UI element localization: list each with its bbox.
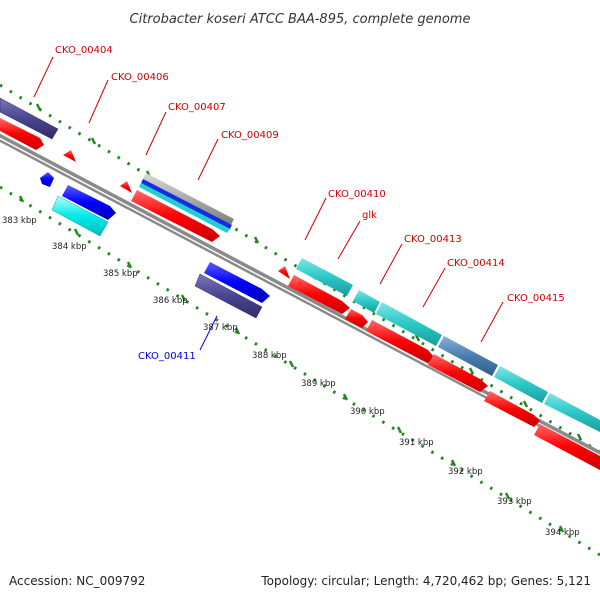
cds-arrow[interactable] <box>366 320 434 363</box>
gene-label-cko-00406[interactable]: CKO_00406 <box>111 72 169 83</box>
gene-label-cko-00415[interactable]: CKO_00415 <box>507 293 565 304</box>
cds-arrow[interactable] <box>484 391 540 427</box>
gene-bar[interactable] <box>438 336 498 376</box>
accession-label: Accession: NC_009792 <box>9 574 145 588</box>
gene-label-cko-00414[interactable]: CKO_00414 <box>447 258 505 269</box>
gene-bar[interactable] <box>194 273 263 319</box>
cds-arrow[interactable] <box>288 275 350 314</box>
kbp-label: 393 kbp <box>497 497 532 507</box>
kbp-label: 387 kbp <box>203 323 238 333</box>
gene-bar[interactable] <box>494 366 548 403</box>
gene-label-cko-00411[interactable]: CKO_00411 <box>138 351 196 362</box>
gene-features <box>0 97 600 470</box>
gene-bar[interactable] <box>353 290 380 313</box>
kbp-label: 383 kbp <box>2 216 37 226</box>
kbp-label: 394 kbp <box>545 528 580 538</box>
cds-arrow[interactable] <box>40 172 54 187</box>
gene-bar[interactable] <box>141 179 232 229</box>
gene-bar[interactable] <box>544 393 600 432</box>
cds-arrow[interactable] <box>0 118 44 150</box>
gene-label-cko-00413[interactable]: CKO_00413 <box>404 234 462 245</box>
cds-arrow[interactable] <box>204 262 270 303</box>
gene-label-cko-00409[interactable]: CKO_00409 <box>221 130 279 141</box>
gene-labels: CKO_00404 CKO_00406 CKO_00407 CKO_00409 … <box>33 45 565 362</box>
cds-arrow[interactable] <box>428 354 488 392</box>
gene-bar[interactable] <box>139 183 230 233</box>
kbp-label: 388 kbp <box>252 351 287 361</box>
cds-arrow[interactable] <box>534 424 600 470</box>
cds-arrow[interactable] <box>278 266 290 279</box>
gene-bar[interactable] <box>376 302 442 346</box>
gene-label-cko-00404[interactable]: CKO_00404 <box>55 45 113 56</box>
tick-row-lower <box>0 185 600 557</box>
major-ticks-lower <box>18 195 565 533</box>
cds-arrow[interactable] <box>62 185 116 220</box>
kbp-label: 385 kbp <box>103 269 138 279</box>
kbp-label: 391 kbp <box>399 438 434 448</box>
kbp-label: 389 kbp <box>301 379 336 389</box>
map-title: Citrobacter koseri ATCC BAA-895, complet… <box>130 12 471 27</box>
gene-bar[interactable] <box>0 97 59 140</box>
gene-label-cko-00410[interactable]: CKO_00410 <box>328 189 386 200</box>
gene-label-cko-00407[interactable]: CKO_00407 <box>168 102 226 113</box>
tick-row-upper <box>0 83 600 454</box>
cds-arrow[interactable] <box>120 181 132 193</box>
gene-bar[interactable] <box>296 258 353 296</box>
cds-arrow[interactable] <box>345 309 368 328</box>
kbp-labels: 383 kbp 384 kbp 385 kbp 386 kbp 387 kbp … <box>2 216 580 538</box>
gene-bar[interactable] <box>142 173 234 227</box>
cds-arrow[interactable] <box>131 190 220 242</box>
gene-label-glk[interactable]: glk <box>362 210 377 221</box>
gene-bar[interactable] <box>51 195 109 237</box>
topology-label: Topology: circular; Length: 4,720,462 bp… <box>260 574 591 588</box>
kbp-label: 392 kbp <box>448 467 483 477</box>
kbp-label: 386 kbp <box>153 296 188 306</box>
cds-arrow[interactable] <box>63 150 76 162</box>
kbp-label: 390 kbp <box>350 407 385 417</box>
kbp-label: 384 kbp <box>52 242 87 252</box>
